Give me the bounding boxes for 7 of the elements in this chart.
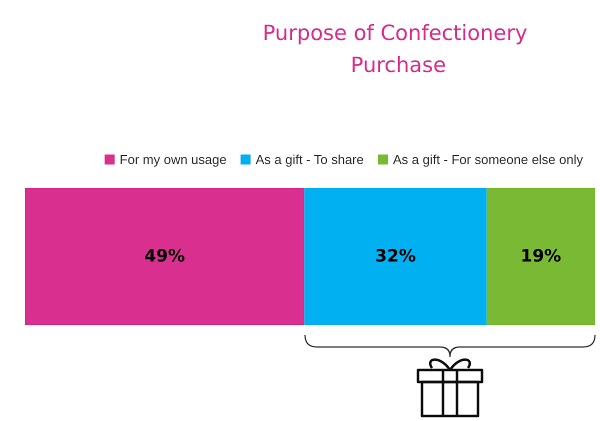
chart-title: Purpose of Confectionery Purchase — [262, 21, 528, 77]
data-label: 19% — [520, 246, 562, 266]
legend-label: As a gift - For someone else only — [392, 152, 584, 167]
legend-label: For my own usage — [120, 152, 227, 167]
data-label: 32% — [375, 246, 416, 266]
data-label: 49% — [144, 246, 185, 266]
legend-label: As a gift - To share — [256, 152, 364, 167]
